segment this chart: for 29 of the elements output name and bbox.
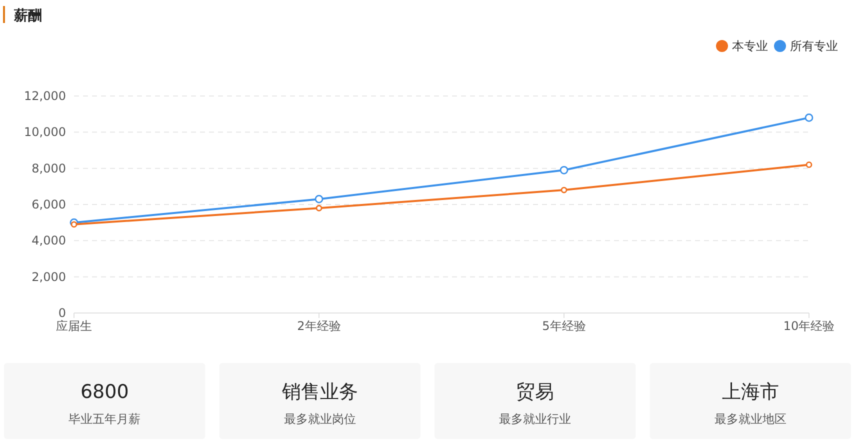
text: 贸易 [516,381,554,403]
text: 最多就业岗位 [284,412,356,426]
point [806,162,812,168]
y-tick-label: 0 [58,306,66,320]
chart-title: 薪酬 [13,8,42,24]
y-tick-label: 6,000 [32,198,66,212]
text: 毕业五年月薪 [68,412,141,426]
y-tick-label: 12,000 [24,89,66,103]
x-tick-label: 5年经验 [542,319,586,333]
y-tick-label: 8,000 [32,161,66,176]
y-tick-label: 2,000 [32,270,66,284]
point [560,166,568,174]
x-tick-label: 2年经验 [297,319,341,333]
x-tick-label: 应届生 [56,319,92,333]
point [560,186,568,194]
legend-label: 所有专业 [790,39,838,53]
point [804,114,814,122]
text: 销售业务 [280,381,358,403]
point [316,204,322,212]
x-tick-label: 10年经验 [783,319,835,333]
point [70,221,78,228]
text: 最多就业行业 [499,412,572,426]
text: 最多就业地区 [714,412,786,426]
point [314,194,324,204]
legend-label: 本专业 [732,39,768,53]
y-tick-label: 4,000 [32,234,66,248]
text: 上海市 [722,381,779,403]
text: 6800 [80,381,129,403]
y-tick-label: 10,000 [24,125,66,140]
